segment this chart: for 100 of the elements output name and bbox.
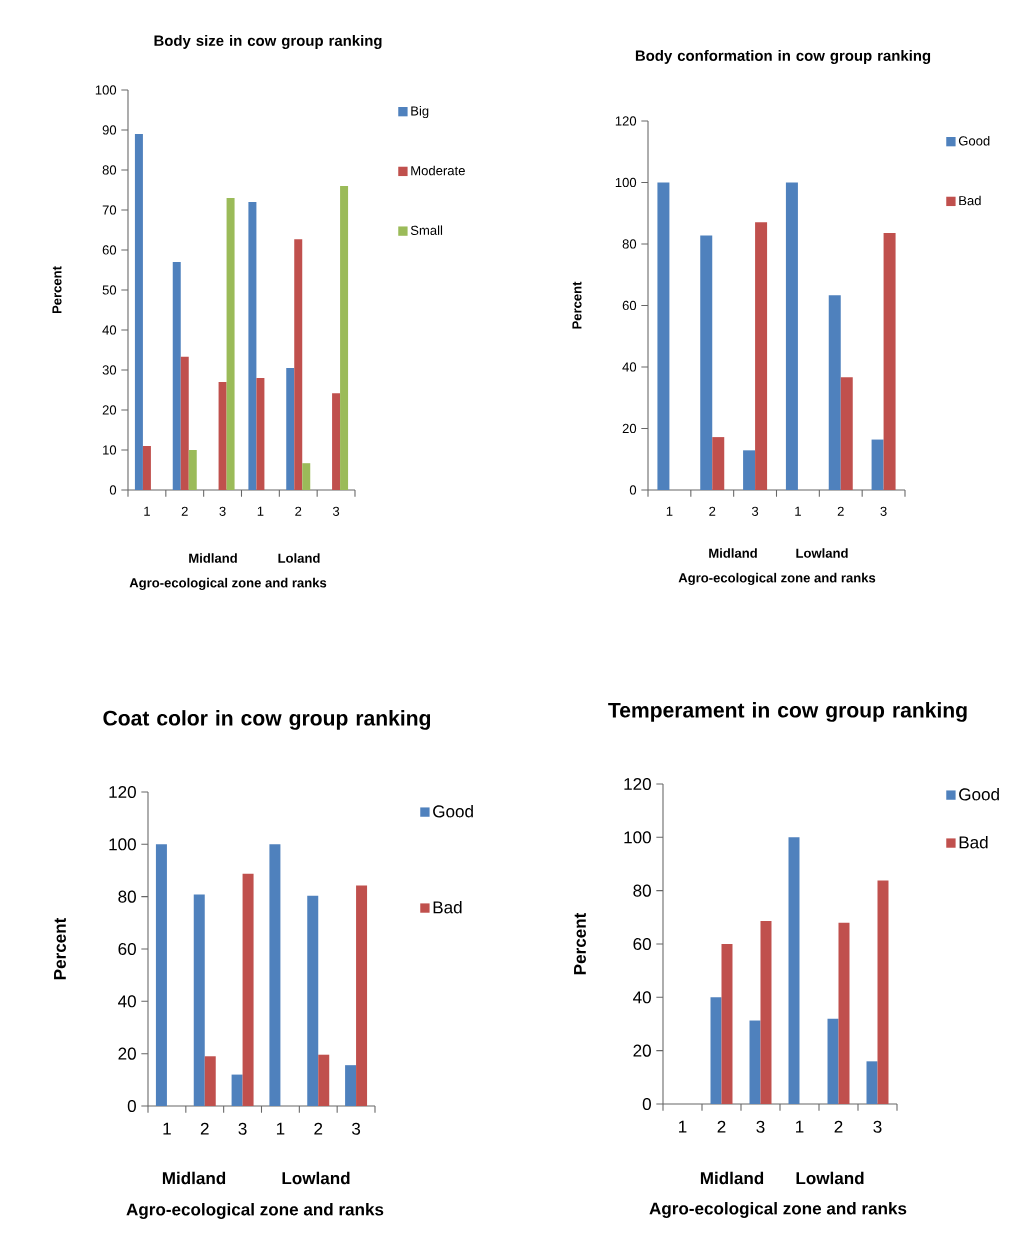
legend-label: Bad (959, 195, 981, 206)
legend-label: Bad (433, 900, 462, 914)
legend-label: Good (958, 135, 990, 146)
x-tick-label: 1 (257, 506, 264, 516)
bar (332, 393, 341, 490)
y-tick-label: 80 (102, 165, 117, 175)
y-tick-label: 60 (633, 937, 651, 951)
x-tick-label: 1 (666, 506, 673, 516)
x-tick-label: 2 (834, 1120, 843, 1133)
text: Midland (189, 553, 237, 563)
bar (760, 921, 772, 1104)
x-axis-title: Agro-ecological zone and ranks (126, 1203, 384, 1219)
x-tick-label: 2 (709, 506, 716, 516)
x-tick-label: 1 (796, 1120, 804, 1133)
y-tick-label: 20 (102, 405, 117, 415)
y-tick-label: 100 (615, 177, 637, 188)
y-tick-label: 80 (118, 890, 136, 903)
x-tick-label: 1 (163, 1122, 171, 1135)
bar (188, 449, 197, 490)
bar (248, 201, 257, 490)
bar (340, 185, 349, 490)
x-tick-label: 3 (880, 506, 887, 516)
text: Midland (700, 1171, 764, 1185)
bar (226, 197, 235, 490)
y-tick-label: 0 (109, 485, 117, 495)
bar (345, 1065, 357, 1106)
bar (827, 1018, 839, 1104)
y-tick-label: 80 (622, 239, 637, 249)
chart-title: Body size in cow group ranking (154, 35, 382, 49)
y-tick-label: 90 (102, 125, 117, 135)
bar (840, 377, 853, 490)
bar (883, 232, 896, 490)
bar (302, 463, 311, 490)
x-tick-label: 3 (873, 1120, 882, 1133)
y-tick-label: 120 (624, 777, 651, 791)
y-tick-label: 100 (95, 85, 117, 95)
x-tick-label: 3 (238, 1122, 247, 1135)
bar (172, 261, 181, 490)
legend-label: Moderate (411, 165, 465, 176)
x-tick-label: 1 (144, 506, 150, 516)
y-tick-label: 20 (622, 423, 637, 434)
y-axis-title: Percent (52, 266, 62, 314)
bar (204, 1056, 216, 1106)
y-tick-label: 0 (127, 1099, 136, 1113)
bar (866, 1061, 878, 1104)
bar (755, 222, 768, 490)
x-tick-label: 1 (276, 1122, 285, 1135)
x-axis-title: Agro-ecological zone and ranks (649, 1202, 907, 1218)
x-tick-label: 1 (679, 1120, 687, 1133)
bar (785, 182, 798, 490)
y-tick-label: 10 (103, 445, 117, 455)
bar (155, 844, 167, 1106)
x-tick-label: 2 (295, 506, 302, 516)
x-axis-title: Agro-ecological zone and ranks (129, 577, 327, 591)
bar (700, 235, 713, 490)
y-axis-title: Percent (54, 917, 66, 980)
bar (743, 450, 756, 490)
bar (712, 437, 725, 490)
bar (828, 295, 841, 490)
bar (218, 381, 227, 490)
legend-label: Good (433, 804, 473, 818)
x-tick-label: 3 (751, 506, 759, 516)
bar (242, 873, 254, 1106)
x-tick-label: 3 (219, 506, 226, 516)
bar (710, 997, 722, 1104)
bar (256, 377, 265, 490)
y-tick-label: 100 (109, 838, 136, 851)
x-axis-title: Agro-ecological zone and ranks (678, 572, 876, 586)
y-tick-label: 80 (633, 884, 651, 897)
y-tick-label: 40 (622, 362, 637, 372)
text: Lowland (282, 1171, 350, 1185)
y-tick-label: 60 (102, 245, 117, 255)
chart-title: Coat color in cow group ranking (103, 710, 431, 730)
y-tick-label: 30 (102, 365, 117, 375)
bar (877, 880, 889, 1104)
y-tick-label: 20 (118, 1047, 136, 1060)
bar (269, 844, 281, 1106)
bar (231, 1074, 243, 1106)
y-axis-title: Percent (572, 281, 582, 329)
x-tick-label: 2 (314, 1122, 323, 1135)
bar (788, 837, 800, 1104)
text: Midland (162, 1171, 226, 1185)
y-tick-label: 60 (118, 942, 136, 956)
text: Midland (709, 548, 757, 558)
bar (838, 922, 850, 1104)
bar (193, 894, 205, 1106)
y-tick-label: 70 (102, 205, 117, 215)
y-tick-label: 120 (615, 116, 637, 126)
bar (307, 895, 319, 1106)
chart-title: Temperament in cow group ranking (608, 702, 967, 722)
legend-label: Good (959, 787, 999, 801)
y-tick-label: 40 (102, 325, 117, 335)
x-tick-label: 2 (181, 506, 188, 516)
bar (871, 439, 884, 490)
y-axis-title: Percent (574, 912, 586, 975)
bar (142, 445, 151, 490)
y-tick-label: 60 (622, 300, 637, 311)
x-tick-label: 3 (756, 1120, 765, 1133)
x-tick-label: 2 (837, 506, 844, 516)
legend-label: Bad (959, 835, 988, 849)
